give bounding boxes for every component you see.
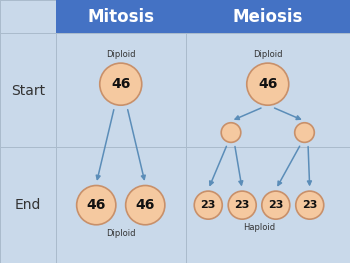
Text: 23: 23: [201, 200, 216, 210]
Text: Diploid: Diploid: [253, 50, 282, 59]
Circle shape: [100, 63, 142, 105]
Circle shape: [295, 123, 314, 142]
Text: 23: 23: [302, 200, 317, 210]
Bar: [56, 0, 186, 33]
Text: 46: 46: [86, 198, 106, 212]
Circle shape: [126, 185, 165, 225]
Circle shape: [247, 63, 289, 105]
Text: 23: 23: [234, 200, 250, 210]
Text: Mitosis: Mitosis: [87, 8, 154, 26]
Text: Meiosis: Meiosis: [232, 8, 303, 26]
Text: End: End: [15, 198, 41, 212]
Circle shape: [221, 123, 241, 142]
Circle shape: [228, 191, 256, 219]
Text: 23: 23: [268, 200, 284, 210]
Text: 46: 46: [258, 77, 278, 91]
Text: Start: Start: [11, 84, 45, 98]
Circle shape: [77, 185, 116, 225]
Bar: [186, 0, 350, 33]
Text: Haploid: Haploid: [243, 223, 275, 232]
Text: Diploid: Diploid: [106, 229, 135, 238]
Text: Diploid: Diploid: [106, 50, 135, 59]
Circle shape: [296, 191, 324, 219]
Circle shape: [262, 191, 290, 219]
Circle shape: [194, 191, 222, 219]
Text: 46: 46: [111, 77, 131, 91]
Text: 46: 46: [135, 198, 155, 212]
